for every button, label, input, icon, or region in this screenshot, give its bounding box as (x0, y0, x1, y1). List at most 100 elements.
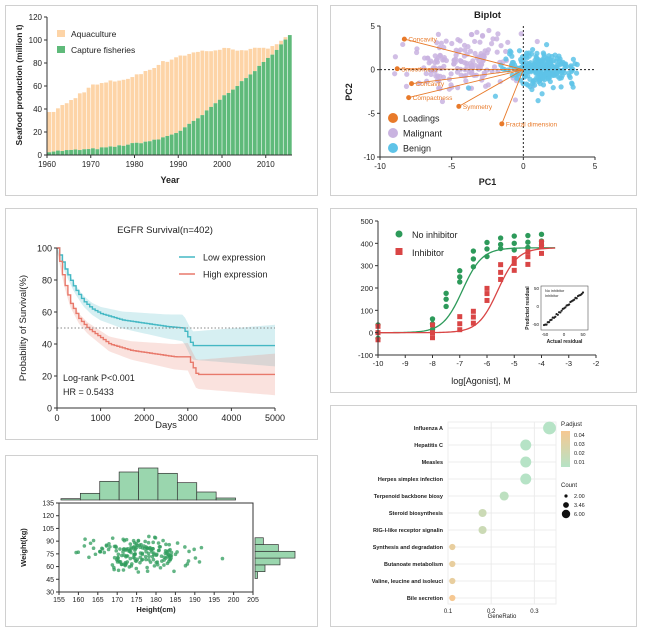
scatter-point (152, 551, 156, 555)
category-label: Hepatitis C (414, 443, 443, 449)
capture-bar (248, 74, 253, 155)
data-point (443, 290, 449, 296)
y-tick-label: 0 (47, 404, 52, 414)
y-axis-title: Weight(kg) (19, 528, 28, 567)
scatter-point (162, 563, 166, 567)
enrichment-dot (449, 560, 456, 568)
loading-point (406, 95, 412, 101)
x-axis-title: PC1 (479, 177, 497, 187)
aquaculture-bar (121, 79, 126, 146)
capture-bar (226, 92, 231, 155)
enrichment-dot (520, 456, 532, 468)
malignant-point (512, 97, 519, 103)
confidence-band (57, 248, 275, 396)
malignant-point (479, 32, 486, 39)
benign-point (540, 82, 547, 88)
malignant-point (534, 38, 540, 45)
scatter-point (129, 547, 134, 551)
aquaculture-bar (169, 59, 174, 135)
legend-marker (388, 113, 398, 123)
scatter-point (102, 550, 107, 555)
malignant-point (449, 40, 455, 47)
malignant-point (448, 71, 454, 77)
x-tick-label: 1960 (38, 160, 56, 169)
aquaculture-bar (222, 47, 227, 96)
scatter-point (146, 551, 151, 556)
legend-marker (395, 248, 403, 255)
data-point (538, 231, 545, 238)
benign-point (570, 84, 576, 90)
scatter-point (199, 545, 204, 550)
loading-point (401, 36, 407, 42)
malignant-point (414, 46, 420, 52)
data-point (470, 264, 477, 270)
category-label: Terpenoid backbone biosy (374, 494, 444, 500)
y-tick-label: 0 (369, 329, 373, 338)
scatter-point (124, 547, 129, 552)
scatter-point (159, 554, 164, 559)
malignant-point (438, 40, 444, 46)
capture-bar (147, 141, 152, 155)
data-point (484, 239, 490, 246)
data-point (497, 245, 504, 252)
capture-bar (217, 99, 222, 155)
x-tick-label: 5000 (265, 413, 285, 423)
padj-colorbar (561, 431, 570, 467)
enrichment-dot (499, 491, 509, 501)
y-tick-label: 105 (42, 526, 54, 533)
aquaculture-bar (130, 77, 135, 144)
category-label: Synthesis and degradation (373, 545, 444, 551)
malignant-point (453, 52, 459, 58)
aquaculture-bar (143, 71, 148, 142)
malignant-point (443, 38, 449, 44)
x-tick-label: 175 (131, 597, 143, 604)
y-tick-label: 80 (33, 59, 42, 68)
plot-frame (58, 502, 254, 593)
scatter-point (98, 550, 103, 554)
scatter-point (143, 547, 147, 551)
aquaculture-bar (283, 37, 288, 40)
loading-label: Concavity (416, 81, 445, 88)
data-point (539, 250, 544, 256)
aquaculture-bar (147, 69, 152, 142)
malignant-point (440, 74, 447, 80)
aquaculture-bar (174, 57, 178, 134)
scatter-point (114, 549, 119, 553)
scatter-point (91, 546, 96, 550)
inset-y-tick-label: 50 (534, 286, 540, 291)
scatter-point (146, 540, 151, 545)
logrank-text: Log-rank P<0.001 (63, 373, 135, 383)
benign-point (550, 58, 556, 64)
benign-point (529, 51, 535, 57)
x-tick-label: 190 (189, 597, 201, 604)
scatter-point (175, 541, 180, 545)
y-axis-title: PC2 (344, 83, 354, 101)
y-tick-label: -10 (363, 153, 375, 162)
aquaculture-bar (117, 80, 122, 146)
enrichment-dot (478, 508, 487, 518)
benign-point (543, 42, 550, 48)
legend-label-aquaculture: Aquaculture (71, 29, 117, 39)
capture-bar (77, 150, 82, 155)
aquaculture-bar (51, 111, 56, 152)
loading-arrow (397, 68, 524, 71)
x-axis-title: Year (160, 175, 180, 185)
data-point (497, 241, 504, 248)
benign-point (513, 72, 519, 78)
aquaculture-bar (261, 47, 266, 62)
data-point (457, 268, 463, 274)
aquaculture-bar (69, 100, 73, 150)
benign-point (465, 85, 472, 91)
inset-y-tick-label: -50 (532, 322, 539, 327)
malignant-point (497, 78, 503, 85)
legend-swatch-capture (57, 46, 65, 53)
inset-point (559, 311, 562, 314)
x-tick-label: 1970 (82, 160, 100, 169)
hist-bar-x (157, 472, 178, 501)
capture-bar (261, 61, 266, 155)
capture-bar (121, 145, 126, 155)
x-tick-label: 5 (593, 162, 598, 171)
inset-x-axis-title: Actual residual (547, 339, 583, 345)
scatter-point (183, 545, 187, 549)
